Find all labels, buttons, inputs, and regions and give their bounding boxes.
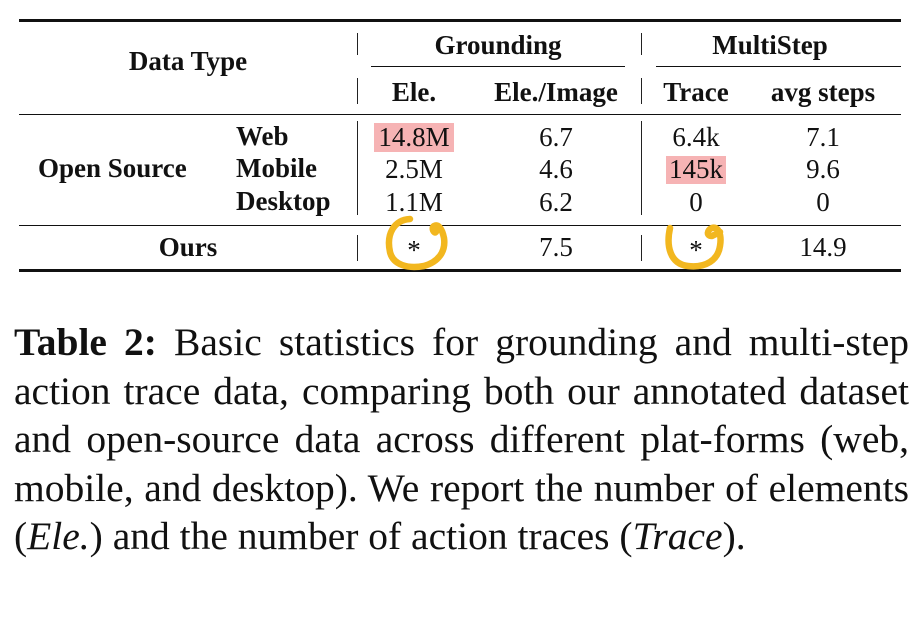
highlight-mobile-trace [666, 156, 726, 184]
caption-text: ) and the number of action traces ( [89, 514, 633, 558]
caption-italic-trace: Trace [632, 514, 723, 558]
table-cell: 7.5 [539, 232, 573, 262]
highlight-web-ele [374, 123, 454, 152]
table-top-rule [19, 19, 901, 22]
table-cell: 1.1M [385, 187, 443, 217]
row-header-label: Data Type [128, 46, 248, 76]
multistep-header: MultiStep [712, 30, 828, 60]
caption-label: Table 2: [14, 320, 157, 364]
header-bottom-rule [19, 114, 901, 116]
table-cell: 6.7 [539, 122, 573, 152]
table-cell: 6.4k [672, 122, 720, 152]
hand-drawn-circle-icon [385, 215, 448, 271]
column-separator [357, 235, 359, 261]
table-cell: 9.6 [806, 154, 840, 184]
ours-label: Ours [158, 232, 218, 262]
table-cell: 6.2 [539, 187, 573, 217]
grounding-header: Grounding [434, 30, 562, 60]
table-cell: * [689, 235, 703, 265]
column-separator [357, 121, 359, 215]
open-source-bottom-rule [19, 225, 901, 227]
grounding-group-rule [371, 66, 625, 68]
table-cell: 2.5M [385, 154, 443, 184]
multistep-group-rule [656, 66, 901, 68]
avg-steps-column-header: avg steps [770, 77, 876, 107]
ele-column-header: Ele. [391, 77, 437, 107]
table-cell: 4.6 [539, 154, 573, 184]
table-cell: 0 [816, 187, 830, 217]
platform-label: Desktop [236, 186, 331, 216]
platform-label: Web [236, 121, 289, 151]
caption-italic-ele: Ele. [27, 514, 90, 558]
table-caption: Table 2: Basic statistics for grounding … [14, 318, 909, 561]
column-separator [641, 78, 643, 104]
table-bottom-rule [19, 269, 901, 272]
platform-label: Mobile [236, 153, 317, 183]
table-cell: 145k [669, 154, 723, 184]
table-cell: 14.8M [378, 122, 450, 152]
ele-per-image-column-header: Ele./Image [494, 77, 618, 107]
caption-text: Basic statistics for grounding and multi… [14, 320, 909, 558]
column-separator [357, 33, 359, 55]
column-separator [641, 121, 643, 215]
column-separator [357, 78, 359, 104]
table-cell: * [407, 235, 421, 265]
table-cell: 14.9 [799, 232, 847, 262]
caption-text: ). [722, 514, 746, 558]
column-separator [641, 33, 643, 55]
hand-drawn-circle-icon [665, 224, 724, 270]
table-cell: 0 [689, 187, 703, 217]
table-cell: 7.1 [806, 122, 840, 152]
column-separator [641, 235, 643, 261]
trace-column-header: Trace [663, 77, 729, 107]
open-source-label: Open Source [38, 153, 187, 183]
